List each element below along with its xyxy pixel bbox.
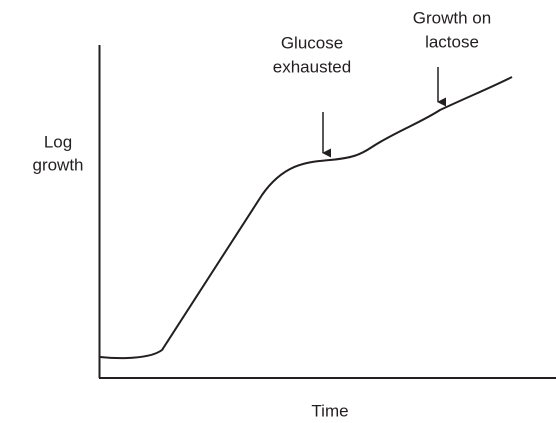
annotation: exhausted (273, 57, 351, 76)
annotation: lactose (425, 32, 479, 51)
y-axis-label: Log (44, 132, 72, 151)
y-axis-label: growth (32, 155, 83, 174)
growth-curve (99, 76, 513, 360)
annotation: Growth on (413, 8, 491, 27)
x-axis-label: Time (311, 401, 348, 420)
annotation: Glucose (281, 33, 343, 52)
